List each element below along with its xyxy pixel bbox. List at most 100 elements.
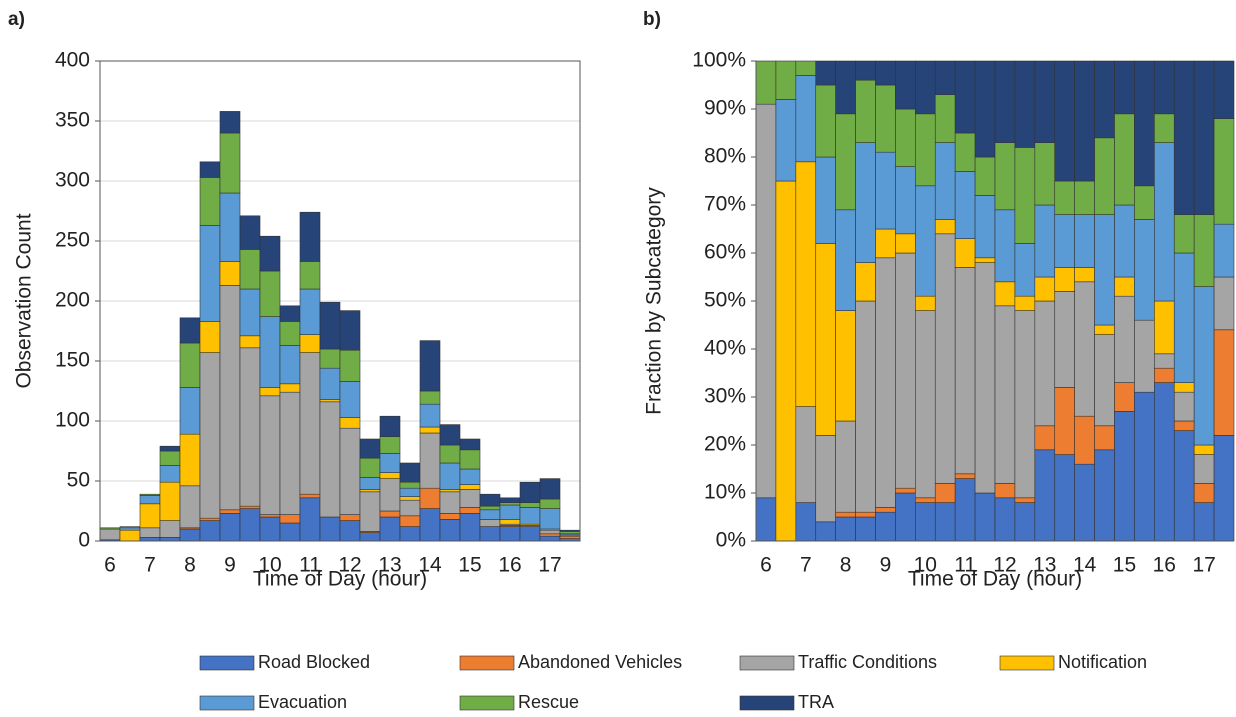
bar-segment xyxy=(1134,219,1155,321)
bar-segment xyxy=(1074,214,1095,268)
bar-segment xyxy=(559,531,581,535)
bar-segment xyxy=(1154,367,1175,383)
bar-segment xyxy=(339,349,361,382)
y-axis-title: Observation Count xyxy=(13,213,36,388)
bar-segment xyxy=(339,417,361,429)
bar-segment xyxy=(1193,454,1215,484)
bar-segment xyxy=(855,511,876,518)
bar-segment xyxy=(339,381,361,418)
bar-segment xyxy=(319,399,341,403)
y-axis-title: Fraction by Subcategory xyxy=(643,187,666,415)
y-tick-label: 50% xyxy=(704,289,746,312)
bar-segment xyxy=(1154,382,1175,542)
bar-segment xyxy=(199,352,221,519)
bar-segment xyxy=(974,156,996,196)
y-tick-label: 350 xyxy=(55,109,90,132)
bar-segment xyxy=(1134,319,1155,393)
bar-segment xyxy=(855,60,876,81)
y-tick-label: 20% xyxy=(704,433,746,456)
bar-segment xyxy=(279,345,301,385)
panel-label: b) xyxy=(643,9,661,30)
bar-segment xyxy=(419,340,441,392)
bar-segment xyxy=(259,516,281,542)
bar-segment xyxy=(1094,425,1115,451)
x-tick-label: 6 xyxy=(104,554,116,577)
bar-segment xyxy=(954,267,976,475)
bar-segment xyxy=(1034,204,1056,278)
x-tick-label: 6 xyxy=(760,554,772,577)
y-tick-label: 80% xyxy=(704,145,746,168)
bar-segment xyxy=(1054,267,1075,292)
bar-segment xyxy=(299,211,321,262)
bar-segment xyxy=(379,436,401,454)
bar-segment xyxy=(399,526,421,542)
bar-segment xyxy=(1094,334,1115,427)
bar-segment xyxy=(119,527,141,531)
bar-segment xyxy=(954,132,976,172)
x-tick-label: 8 xyxy=(184,554,196,577)
bar-segment xyxy=(199,225,221,322)
bar-segment xyxy=(199,177,221,226)
bar-segment xyxy=(994,483,1016,499)
bar-segment xyxy=(994,60,1016,143)
bar-segment xyxy=(219,509,241,514)
bar-segment xyxy=(1173,430,1195,542)
bar-segment xyxy=(379,516,401,542)
bar-segment xyxy=(1154,60,1175,115)
bar-segment xyxy=(954,473,976,479)
bar-segment xyxy=(499,497,521,503)
bar-segment xyxy=(439,424,461,446)
bar-segment xyxy=(219,132,241,194)
y-tick-label: 30% xyxy=(704,385,746,408)
x-tick-label: 16 xyxy=(498,554,521,577)
bar-segment xyxy=(875,60,896,86)
bar-segment xyxy=(1173,214,1195,254)
bar-segment xyxy=(974,492,996,542)
bar-segment xyxy=(915,497,936,503)
bar-segment xyxy=(934,483,956,503)
bar-segment xyxy=(239,335,261,349)
bar-segment xyxy=(419,403,441,428)
bar-segment xyxy=(835,60,856,115)
bar-segment xyxy=(954,238,976,268)
x-tick-label: 13 xyxy=(378,554,401,577)
bar-segment xyxy=(239,288,261,337)
bar-segment xyxy=(1213,329,1235,436)
bar-segment xyxy=(399,496,421,501)
bar-segment xyxy=(994,209,1016,283)
bar-segment xyxy=(239,505,261,509)
bar-segment xyxy=(279,383,301,393)
bar-segment xyxy=(915,185,936,297)
bar-segment xyxy=(159,537,181,542)
bar-segment xyxy=(815,521,836,542)
bar-segment xyxy=(419,432,441,489)
x-tick-label: 11 xyxy=(299,554,321,577)
bar-segment xyxy=(379,510,401,518)
bar-segment xyxy=(1034,142,1056,206)
bar-segment xyxy=(519,507,541,525)
bar-segment xyxy=(99,527,121,530)
bar-segment xyxy=(994,281,1016,307)
bar-segment xyxy=(479,519,501,527)
bar-segment xyxy=(1114,60,1135,115)
bar-segment xyxy=(239,249,261,290)
bar-segment xyxy=(994,305,1016,484)
bar-segment xyxy=(835,113,856,211)
x-tick-label: 7 xyxy=(800,554,812,577)
bar-segment xyxy=(259,316,281,388)
x-axis-title: Time of Day (hour) xyxy=(253,568,427,591)
bar-segment xyxy=(1014,497,1036,503)
bar-segment xyxy=(815,156,836,244)
bar-segment xyxy=(139,527,161,538)
bar-segment xyxy=(855,300,876,513)
bar-segment xyxy=(1213,118,1235,225)
bar-segment xyxy=(159,445,181,452)
bar-segment xyxy=(1213,60,1235,119)
bar-segment xyxy=(319,348,341,369)
bar-segment xyxy=(1034,60,1056,143)
bar-segment xyxy=(459,513,481,542)
bar-segment xyxy=(259,395,281,515)
bar-segment xyxy=(179,433,201,487)
bar-segment xyxy=(875,84,896,153)
bar-segment xyxy=(139,493,161,496)
